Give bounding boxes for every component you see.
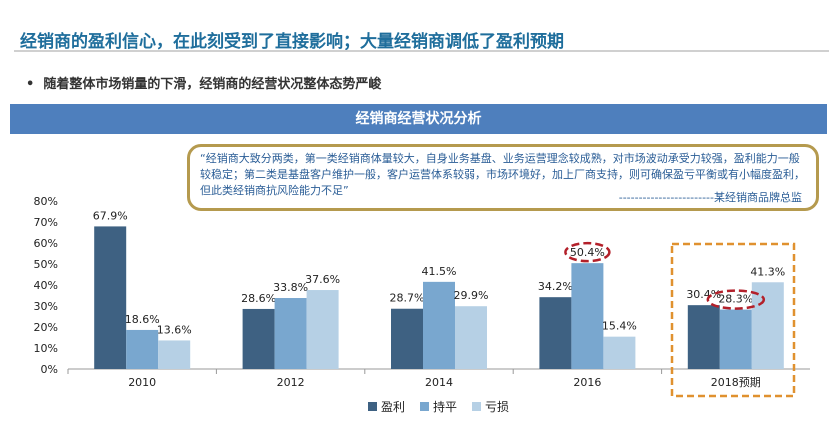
data-label: 28.7% [390, 292, 425, 305]
y-tick-label: 60% [34, 237, 58, 250]
divider [14, 50, 829, 52]
data-label: 30.4% [686, 288, 721, 301]
legend-label: 盈利 [381, 400, 405, 414]
bullet-text: 随着整体市场销量的下滑，经销商的经营状况整体态势严峻 [43, 77, 382, 92]
bar [126, 329, 159, 369]
data-label: 37.6% [305, 273, 340, 286]
bullet-point: • 随着整体市场销量的下滑，经销商的经营状况整体态势严峻 [26, 77, 382, 92]
section-header: 经销商经营状况分析 [10, 104, 827, 134]
bar [539, 297, 572, 369]
legend-swatch [420, 402, 429, 411]
y-tick-label: 10% [34, 342, 58, 355]
bar [158, 340, 191, 369]
x-tick-label: 2010 [128, 376, 156, 389]
x-tick-label: 2016 [573, 376, 601, 389]
bar [94, 226, 127, 369]
bar [391, 308, 423, 369]
bar [242, 308, 275, 369]
data-label: 41.3% [750, 265, 785, 278]
bar [603, 336, 636, 369]
bar [455, 306, 487, 369]
legend-label: 持平 [433, 399, 457, 414]
quote-source: ------------------------某经销商品牌总监 [618, 191, 802, 204]
y-tick-label: 20% [34, 321, 58, 334]
bar [423, 281, 455, 369]
data-label: 50.4% [570, 246, 605, 259]
y-tick-label: 40% [34, 279, 58, 292]
bar [687, 305, 720, 369]
data-label: 29.9% [454, 289, 489, 302]
bar [719, 309, 752, 369]
page-title: 经销商的盈利信心，在此刻受到了直接影响；大量经销商调低了盈利预期 [20, 32, 564, 52]
legend-swatch [472, 402, 481, 411]
data-label: 67.9% [93, 209, 128, 222]
quote-text: “经销商大致分两类，第一类经销商体量较大，自身业务基盘、业务运营理念较成熟，对市… [200, 152, 805, 197]
data-label: 28.3% [718, 293, 753, 306]
data-label: 13.6% [157, 323, 192, 336]
y-tick-label: 30% [34, 300, 58, 313]
quote-bubble: “经销商大致分两类，第一类经销商体量较大，自身业务基盘、业务运营理念较成熟，对市… [187, 144, 819, 211]
highlight-circle [564, 241, 611, 263]
legend-swatch [368, 402, 377, 411]
x-tick-label: 2018预期 [711, 376, 761, 389]
data-label: 34.2% [538, 280, 573, 293]
bar [751, 282, 784, 369]
bar [274, 298, 307, 369]
x-tick-label: 2014 [425, 376, 453, 389]
data-label: 15.4% [602, 320, 637, 333]
data-label: 41.5% [422, 265, 457, 278]
data-label: 28.6% [241, 292, 276, 305]
y-tick-label: 50% [34, 258, 58, 271]
y-tick-label: 70% [34, 216, 58, 229]
data-label: 33.8% [273, 281, 308, 294]
y-tick-label: 0% [41, 363, 58, 376]
y-tick-label: 80% [34, 195, 58, 208]
bar [306, 290, 339, 369]
data-label: 18.6% [125, 313, 160, 326]
highlight-box [670, 242, 796, 398]
bar [571, 263, 604, 369]
legend-label: 亏损 [485, 400, 509, 414]
highlight-circle [706, 289, 766, 310]
x-tick-label: 2012 [277, 376, 305, 389]
